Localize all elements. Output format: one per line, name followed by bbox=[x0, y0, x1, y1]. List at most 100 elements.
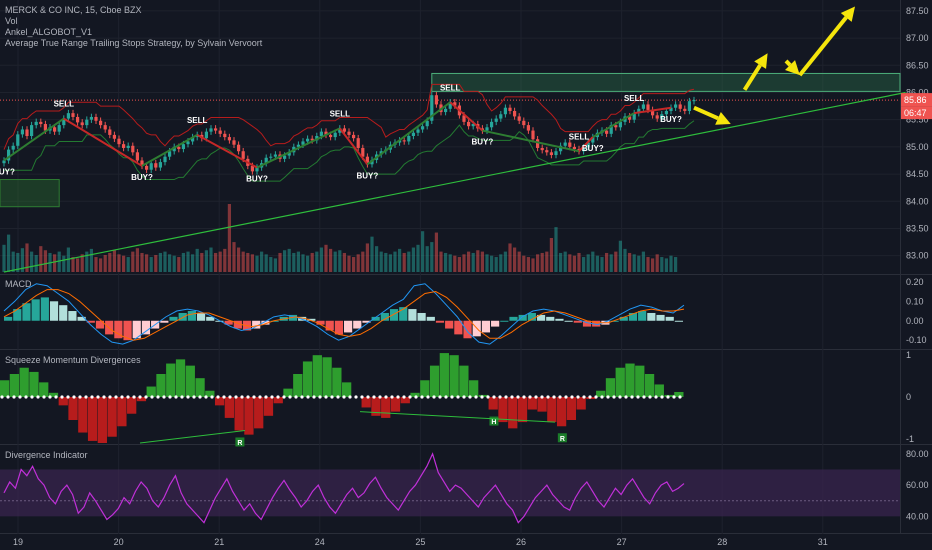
volume-bar bbox=[439, 251, 443, 272]
squeeze-dot bbox=[546, 395, 550, 399]
squeeze-bar bbox=[136, 397, 147, 402]
squeeze-bar bbox=[224, 397, 235, 418]
squeeze-pane-title[interactable]: Squeeze Momentum Divergences bbox=[5, 355, 141, 365]
volume-bar bbox=[499, 254, 503, 272]
divergence-label: H bbox=[491, 419, 496, 426]
volume-bar bbox=[135, 248, 139, 272]
candle-body bbox=[273, 154, 277, 157]
price-tick-label: 86.00 bbox=[906, 87, 929, 97]
squeeze-bar bbox=[68, 397, 78, 420]
sell-signal-label: SELL bbox=[569, 132, 590, 141]
candle-body bbox=[85, 119, 89, 126]
squeeze-dot bbox=[144, 395, 148, 399]
candle-body bbox=[223, 133, 227, 138]
candle-body bbox=[338, 128, 342, 133]
candle-body bbox=[89, 116, 93, 120]
swing-line bbox=[256, 127, 341, 169]
volume-bar bbox=[223, 248, 227, 272]
candle-body bbox=[145, 165, 149, 170]
squeeze-dot bbox=[186, 395, 190, 399]
countdown-value: 06:47 bbox=[904, 108, 927, 118]
squeeze-dot bbox=[426, 395, 430, 399]
squeeze-dot bbox=[72, 395, 76, 399]
buy-signal-label: BUY? bbox=[582, 144, 604, 153]
macd-histogram-bar bbox=[215, 320, 224, 322]
macd-histogram-bar bbox=[546, 316, 555, 321]
candle-body bbox=[628, 116, 632, 120]
candle-body bbox=[582, 147, 586, 152]
symbol-legend[interactable]: MERCK & CO INC, 15, Cboe BZX bbox=[5, 5, 142, 15]
squeeze-bar bbox=[488, 397, 498, 410]
volume-bar bbox=[140, 252, 144, 272]
candle-body bbox=[163, 156, 167, 163]
squeeze-dot bbox=[468, 395, 472, 399]
macd-histogram-bar bbox=[647, 312, 656, 321]
price-tick-label: 84.00 bbox=[906, 196, 929, 206]
squeeze-dot bbox=[390, 395, 394, 399]
volume-bar bbox=[283, 250, 287, 272]
squeeze-dot bbox=[348, 395, 352, 399]
volume-bar bbox=[310, 252, 314, 272]
swing-line bbox=[578, 136, 594, 152]
macd-histogram-bar bbox=[389, 309, 399, 321]
macd-tick-label: 0.00 bbox=[906, 316, 924, 326]
squeeze-dot bbox=[534, 395, 538, 399]
atr-strategy-legend[interactable]: Average True Range Trailing Stops Strate… bbox=[5, 38, 263, 48]
squeeze-dot bbox=[270, 395, 274, 399]
price-tick-label: 85.50 bbox=[906, 115, 929, 125]
macd-histogram-bar bbox=[435, 320, 445, 323]
squeeze-dot bbox=[102, 395, 106, 399]
macd-histogram-bar bbox=[68, 311, 77, 321]
volume-legend[interactable]: Vol bbox=[5, 16, 18, 26]
squeeze-dot bbox=[510, 395, 514, 399]
candle-body bbox=[687, 101, 691, 111]
candle-body bbox=[237, 144, 241, 152]
volume-bar bbox=[434, 232, 438, 272]
squeeze-dot bbox=[150, 395, 154, 399]
candle-body bbox=[444, 108, 448, 113]
swing-line bbox=[196, 134, 258, 169]
macd-histogram-bar bbox=[252, 320, 261, 329]
squeeze-dot bbox=[318, 395, 322, 399]
candle-body bbox=[549, 152, 553, 156]
squeeze-bar bbox=[410, 392, 420, 397]
volume-bar bbox=[448, 254, 452, 272]
divergence-pane-title[interactable]: Divergence Indicator bbox=[5, 450, 88, 460]
volume-bar bbox=[241, 251, 245, 272]
candle-body bbox=[517, 116, 521, 121]
squeeze-dot bbox=[216, 395, 220, 399]
squeeze-dot bbox=[300, 395, 304, 399]
volume-bar bbox=[407, 251, 411, 272]
macd-pane-title[interactable]: MACD bbox=[5, 279, 32, 289]
candle-body bbox=[2, 160, 6, 164]
candle-body bbox=[416, 129, 420, 133]
candle-body bbox=[154, 163, 158, 168]
algobot-legend[interactable]: Ankel_ALGOBOT_V1 bbox=[5, 27, 93, 37]
squeeze-bar bbox=[39, 382, 49, 397]
volume-bar bbox=[53, 254, 57, 272]
candle-body bbox=[402, 140, 406, 142]
squeeze-bar bbox=[635, 365, 645, 397]
squeeze-bar bbox=[302, 361, 313, 397]
volume-bar bbox=[122, 255, 126, 272]
macd-histogram-bar bbox=[325, 320, 334, 331]
macd-histogram-bar bbox=[454, 320, 463, 335]
volume-bar bbox=[292, 252, 296, 272]
squeeze-bar bbox=[263, 397, 274, 416]
candle-body bbox=[683, 108, 687, 111]
squeeze-dot bbox=[642, 395, 646, 399]
macd-histogram-bar bbox=[573, 320, 582, 323]
candle-body bbox=[434, 95, 438, 105]
volume-bar bbox=[108, 252, 112, 272]
squeeze-dot bbox=[564, 395, 568, 399]
candle-body bbox=[94, 116, 98, 121]
squeeze-dot bbox=[492, 395, 496, 399]
volume-bar bbox=[186, 251, 190, 272]
volume-bar bbox=[333, 251, 337, 272]
squeeze-dot bbox=[522, 395, 526, 399]
squeeze-bar bbox=[234, 397, 244, 431]
squeeze-bar bbox=[175, 359, 186, 397]
squeeze-dot bbox=[498, 395, 502, 399]
squeeze-bar bbox=[644, 374, 655, 397]
